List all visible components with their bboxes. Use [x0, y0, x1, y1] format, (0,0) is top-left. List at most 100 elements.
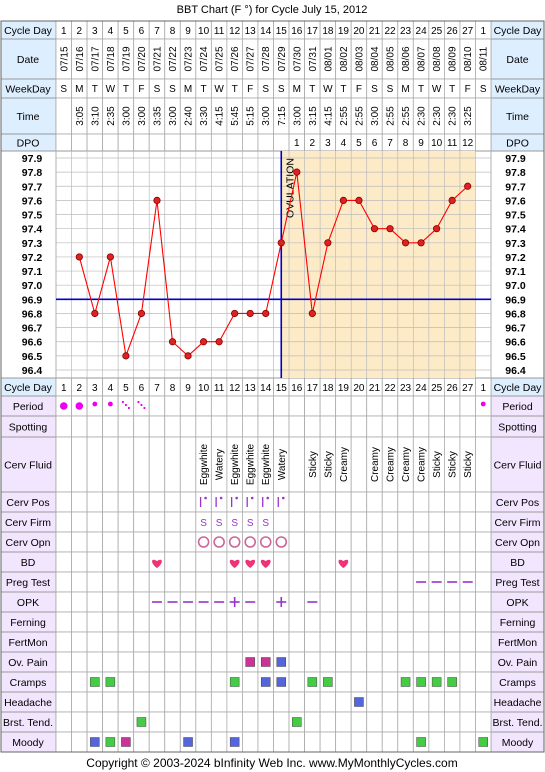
row-label-cycle-day: Cycle Day — [494, 25, 543, 37]
grid-cell — [273, 551, 290, 573]
cerv-firm-mark: S — [262, 518, 269, 529]
weekday-label: M — [293, 84, 301, 95]
weekday-label: T — [340, 84, 346, 95]
grid-cell — [459, 415, 476, 438]
grid-cell — [381, 571, 399, 593]
date-label: 07/30 — [292, 46, 303, 71]
grid-cell — [117, 631, 135, 653]
cycle-day-number: 15 — [276, 383, 288, 394]
grid-cell — [210, 571, 228, 593]
grid-cell — [273, 491, 290, 513]
grid-cell — [242, 611, 259, 633]
grid-cell — [475, 436, 492, 493]
grid-cell — [164, 711, 181, 733]
row-label-ferning: Ferning — [10, 617, 46, 629]
grid-cell — [350, 571, 368, 593]
grid-cell — [55, 631, 72, 653]
grid-cell — [288, 415, 305, 438]
grid-cell — [86, 631, 104, 653]
cycle-day-number: 1 — [480, 383, 486, 394]
grid-cell — [133, 491, 150, 513]
period-dot-light — [480, 401, 486, 407]
grid-cell — [210, 631, 228, 653]
grid-cell — [428, 395, 445, 417]
row-label-cell-right — [490, 436, 545, 493]
grid-cell — [475, 531, 492, 553]
grid-cell — [179, 395, 197, 417]
grid-cell — [475, 631, 492, 653]
y-tick-label-right: 97.4 — [505, 224, 526, 236]
grid-cell — [226, 133, 243, 152]
row-label-cerv-firm: Cerv Firm — [494, 517, 540, 529]
grid-cell — [350, 551, 368, 573]
grid-cell — [133, 531, 150, 553]
cerv-fluid-label: Eggwhite — [246, 443, 257, 485]
grid-cell — [86, 691, 104, 713]
grid-cell — [117, 551, 135, 573]
time-label: 2:55 — [386, 106, 397, 126]
cycle-day-number: 20 — [353, 26, 365, 37]
grid-cell — [273, 415, 290, 438]
row-label-fertmon: FertMon — [8, 637, 47, 649]
cycle-day-number: 15 — [276, 26, 288, 37]
cycle-day-number: 13 — [245, 26, 257, 37]
grid-cell — [428, 651, 445, 673]
headache-marker — [354, 697, 364, 707]
row-label-weekday: WeekDay — [495, 84, 541, 96]
grid-cell — [55, 591, 72, 613]
grid-cell — [179, 611, 197, 633]
grid-cell — [428, 591, 445, 613]
grid-cell — [195, 671, 212, 693]
temperature-point — [137, 309, 146, 318]
time-label: 5:15 — [246, 106, 257, 126]
period-dot-spotting — [121, 400, 125, 404]
row-label-cycle-day: Cycle Day — [494, 382, 543, 394]
grid-cell — [350, 611, 368, 633]
grid-cell — [319, 531, 337, 553]
brst-tend-marker — [292, 717, 302, 727]
grid-cell — [350, 631, 368, 653]
grid-cell — [319, 511, 337, 533]
grid-cell — [381, 591, 399, 613]
grid-cell — [304, 395, 321, 417]
grid-cell — [102, 711, 119, 733]
cerv-opn-circle — [197, 536, 210, 548]
grid-cell — [397, 631, 414, 653]
row-label-cerv-fluid: Cerv Fluid — [494, 460, 542, 472]
y-tick-label-right: 97.2 — [505, 252, 526, 264]
cycle-day-number: 25 — [431, 383, 443, 394]
temperature-point — [386, 225, 394, 233]
grid-cell — [133, 691, 150, 713]
grid-cell — [397, 551, 414, 573]
grid-cell — [257, 395, 274, 417]
row-label-cerv-pos: Cerv Pos — [496, 497, 539, 509]
grid-cell — [428, 691, 445, 713]
cerv-fluid-label: Sticky — [448, 451, 459, 478]
grid-cell — [164, 436, 181, 493]
grid-cell — [242, 395, 259, 417]
grid-cell — [55, 531, 72, 553]
grid-cell — [195, 571, 212, 593]
y-tick-label-left: 97.5 — [22, 210, 43, 222]
grid-cell — [443, 651, 461, 673]
grid-cell — [195, 611, 212, 633]
cycle-day-number: 1 — [61, 383, 67, 394]
grid-cell — [164, 133, 181, 152]
moody-marker — [121, 737, 131, 747]
grid-cell — [242, 133, 259, 152]
temperature-point — [433, 225, 441, 233]
row-label-preg-test: Preg Test — [495, 577, 539, 589]
grid-cell — [443, 731, 461, 753]
period-dot-spotting — [143, 406, 146, 410]
row-label-ov-pain: Ov. Pain — [498, 657, 538, 669]
cerv-pos-mark-dot — [250, 496, 254, 500]
grid-cell — [164, 531, 181, 553]
grid-cell — [304, 511, 321, 533]
grid-cell — [350, 395, 368, 417]
grid-cell — [335, 651, 352, 673]
grid-cell — [102, 691, 119, 713]
grid-cell — [381, 511, 399, 533]
y-tick-label-right: 96.6 — [505, 337, 526, 349]
time-label: 3:35 — [152, 106, 163, 126]
grid-cell — [335, 731, 352, 753]
